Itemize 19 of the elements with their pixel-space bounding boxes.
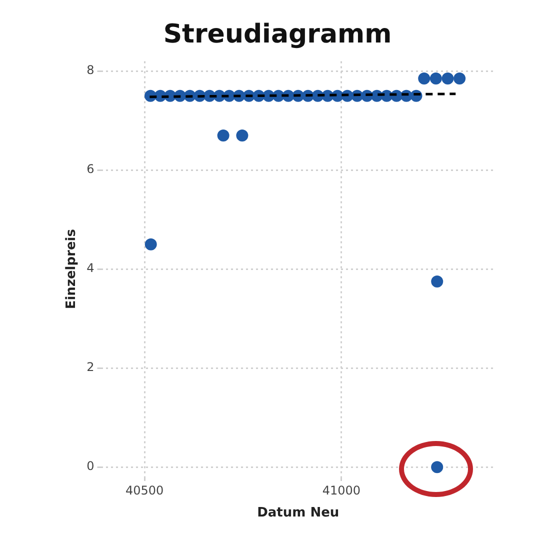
point [431, 275, 444, 288]
point [418, 72, 430, 85]
point [454, 72, 466, 85]
y-tick-label: 2 [86, 360, 94, 374]
point [236, 129, 248, 142]
x-tick-label: 41000 [322, 483, 361, 498]
y-axis-title: Einzelpreis [64, 228, 80, 310]
point [217, 129, 230, 142]
y-tick-label: 6 [86, 162, 94, 176]
x-axis-title: Datum Neu [257, 506, 340, 521]
y-tick-label: 8 [86, 63, 94, 78]
y-tick-label: 0 [86, 459, 94, 474]
point [144, 238, 157, 250]
point [431, 461, 444, 474]
y-tick-label: 4 [86, 261, 94, 276]
x-tick-label: 40500 [125, 483, 164, 498]
chart-title: Streudiagramm [163, 19, 392, 50]
point [442, 72, 454, 85]
point [430, 72, 442, 85]
